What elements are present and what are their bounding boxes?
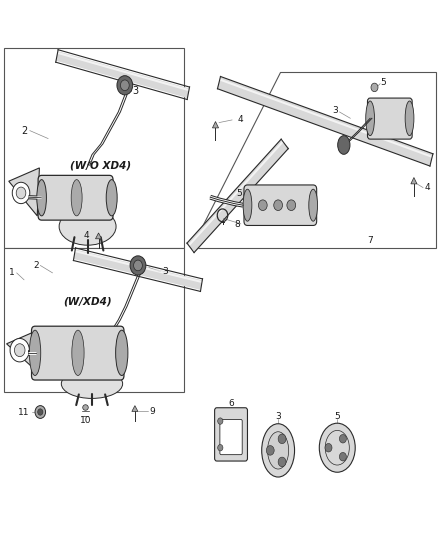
Ellipse shape (116, 330, 128, 375)
Polygon shape (191, 72, 436, 248)
Circle shape (278, 457, 286, 467)
Text: 6: 6 (228, 399, 234, 408)
Text: 1: 1 (9, 269, 15, 277)
FancyBboxPatch shape (220, 419, 242, 455)
Ellipse shape (37, 180, 46, 216)
Circle shape (120, 80, 129, 91)
Text: 8: 8 (234, 221, 240, 229)
Circle shape (258, 200, 267, 211)
Text: 9: 9 (149, 407, 155, 416)
Circle shape (134, 260, 142, 271)
Polygon shape (7, 330, 37, 370)
Text: 2: 2 (33, 261, 39, 270)
Text: 4: 4 (237, 116, 243, 124)
Ellipse shape (309, 189, 318, 221)
Polygon shape (132, 406, 138, 411)
Circle shape (14, 344, 25, 357)
Text: 7: 7 (367, 237, 373, 245)
FancyBboxPatch shape (38, 175, 113, 220)
Polygon shape (212, 122, 219, 128)
Ellipse shape (106, 180, 117, 216)
Ellipse shape (366, 101, 374, 135)
Circle shape (371, 83, 378, 92)
Ellipse shape (268, 432, 289, 469)
Circle shape (16, 187, 26, 199)
Polygon shape (95, 233, 102, 239)
Circle shape (287, 200, 296, 211)
Text: 3: 3 (133, 86, 139, 95)
Text: 5: 5 (380, 78, 386, 87)
Circle shape (117, 76, 133, 95)
Circle shape (278, 434, 286, 443)
Circle shape (130, 256, 146, 275)
FancyBboxPatch shape (367, 98, 412, 139)
Circle shape (218, 445, 223, 451)
Ellipse shape (338, 136, 350, 155)
Text: 3: 3 (332, 107, 338, 115)
Text: 2: 2 (21, 126, 27, 135)
Circle shape (218, 418, 223, 424)
Text: 4: 4 (424, 183, 430, 192)
Circle shape (266, 446, 274, 455)
Text: 5: 5 (334, 413, 340, 421)
Circle shape (35, 406, 46, 418)
Ellipse shape (59, 208, 116, 245)
Text: 3: 3 (275, 413, 281, 421)
Ellipse shape (29, 330, 41, 375)
FancyBboxPatch shape (32, 326, 124, 380)
Circle shape (10, 338, 29, 362)
Text: 3: 3 (162, 268, 169, 276)
Circle shape (339, 434, 346, 443)
Text: (W/O XD4): (W/O XD4) (70, 160, 131, 170)
Circle shape (38, 409, 43, 415)
Ellipse shape (72, 330, 84, 375)
Text: 11: 11 (18, 408, 30, 416)
Bar (4, 48, 184, 248)
Circle shape (12, 182, 30, 204)
Circle shape (274, 200, 283, 211)
FancyBboxPatch shape (215, 408, 247, 461)
Text: 5: 5 (236, 189, 242, 198)
Ellipse shape (325, 431, 350, 465)
Polygon shape (9, 168, 39, 216)
Polygon shape (411, 177, 417, 184)
Ellipse shape (261, 424, 294, 477)
Ellipse shape (71, 180, 82, 216)
Text: (W/XD4): (W/XD4) (63, 296, 112, 306)
Ellipse shape (61, 369, 123, 399)
Ellipse shape (243, 189, 252, 221)
Ellipse shape (405, 101, 414, 135)
Text: 4: 4 (84, 231, 89, 240)
Text: 10: 10 (80, 416, 91, 424)
Circle shape (325, 443, 332, 452)
Ellipse shape (319, 423, 355, 472)
Bar (4, 248, 184, 392)
FancyBboxPatch shape (244, 185, 317, 225)
Circle shape (339, 453, 346, 461)
